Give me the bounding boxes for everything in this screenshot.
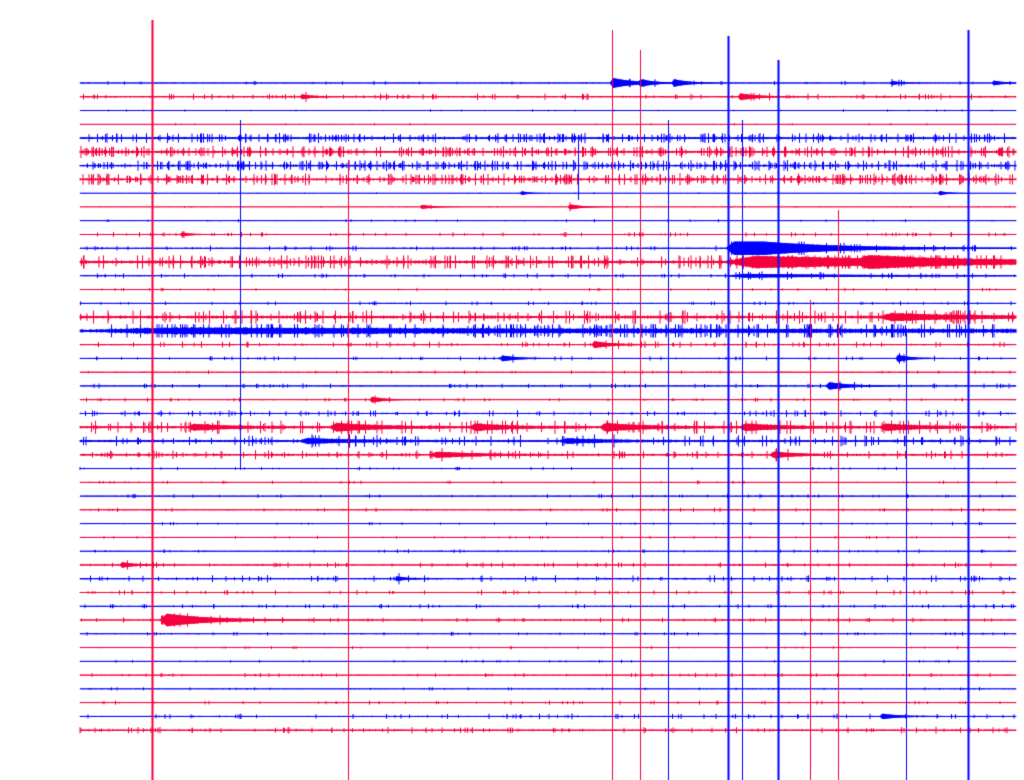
seismogram-page: HP Pylos 2015-04-25 Applied filter: WWSS…: [0, 0, 1024, 780]
seismogram-trace-canvas: [0, 0, 1024, 780]
